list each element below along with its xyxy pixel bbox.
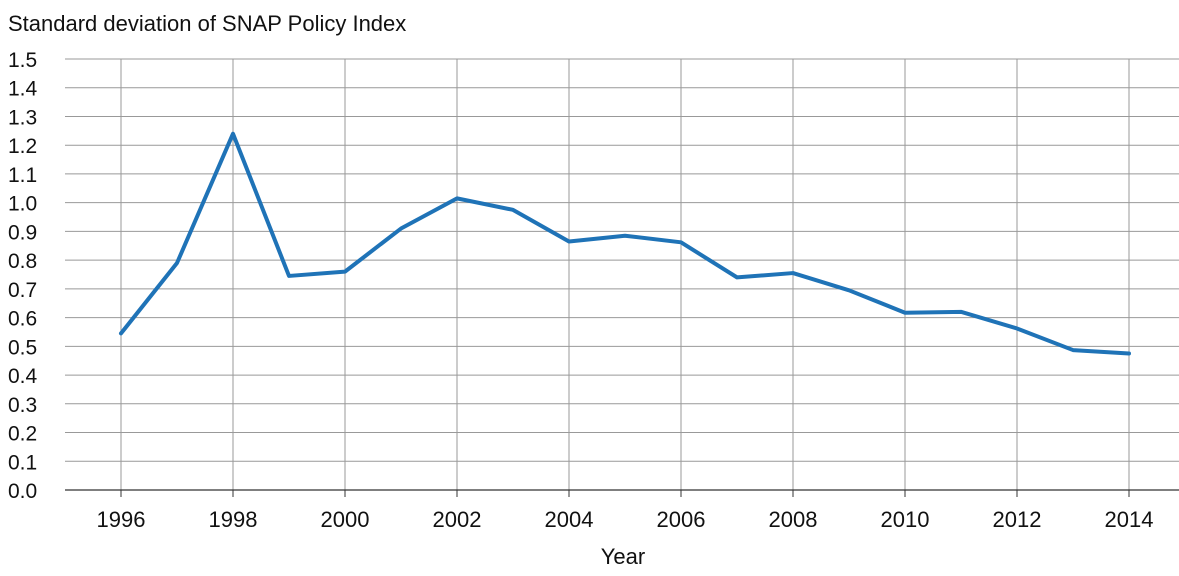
- y-tick-label: 0.5: [8, 336, 37, 359]
- x-axis-label: Year: [601, 544, 645, 569]
- x-tick-label: 2000: [321, 507, 370, 532]
- axes: [65, 489, 1179, 497]
- y-tick-label: 0.9: [8, 221, 37, 244]
- grid-lines: [65, 58, 1179, 490]
- y-tick-label: 1.2: [8, 135, 37, 158]
- x-tick-label: 2006: [657, 507, 706, 532]
- x-tick-label: 1998: [209, 507, 258, 532]
- y-tick-label: 0.0: [8, 480, 37, 503]
- chart-title: Standard deviation of SNAP Policy Index: [8, 11, 406, 36]
- y-tick-label: 1.1: [8, 164, 37, 187]
- y-tick-label: 0.7: [8, 279, 37, 302]
- series-line: [119, 131, 1131, 356]
- series-layer: [119, 131, 1131, 356]
- x-tick-label: 2010: [881, 507, 930, 532]
- y-tick-label: 0.6: [8, 308, 37, 331]
- y-tick-label: 0.3: [8, 394, 37, 417]
- x-tick-label: 2012: [993, 507, 1042, 532]
- x-tick-label: 2004: [545, 507, 594, 532]
- y-tick-label: 1.4: [8, 78, 38, 101]
- y-tick-label: 1.5: [8, 49, 37, 72]
- y-tick-label: 1.3: [8, 106, 37, 129]
- y-tick-label: 0.2: [8, 423, 37, 446]
- tick-labels: 0.0 0.1 0.2 0.3 0.4 0.5 0.6 0.7 0.8 0.9 1.0 1.1 1.2 1…: [8, 49, 1153, 532]
- y-tick-label: 0.4: [8, 365, 38, 388]
- x-tick-label: 1996: [97, 507, 146, 532]
- y-tick-label: 0.8: [8, 250, 37, 273]
- y-tick-label: 1.0: [8, 193, 37, 216]
- y-tick-label: 0.1: [8, 451, 37, 474]
- x-tick-label: 2008: [769, 507, 818, 532]
- x-tick-label: 2002: [433, 507, 482, 532]
- x-tick-label: 2014: [1105, 507, 1154, 532]
